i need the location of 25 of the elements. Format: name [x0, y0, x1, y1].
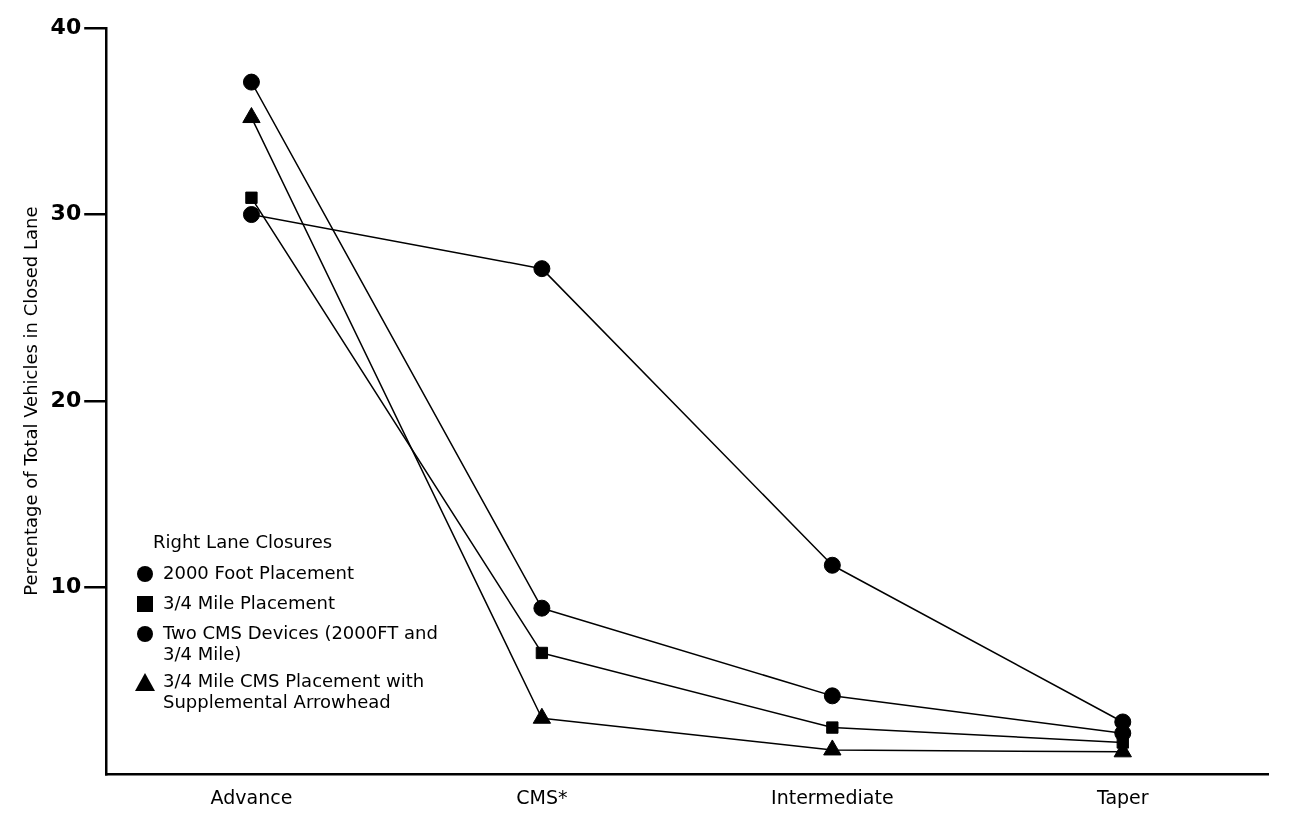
y-tick-label: 30 — [50, 200, 82, 226]
y-tick-label: 10 — [50, 573, 82, 599]
point — [245, 191, 258, 204]
point — [823, 556, 841, 574]
legend-title: Right Lane Closures — [153, 531, 334, 552]
point — [533, 260, 551, 278]
legend-label: 3/4 Mile Placement — [163, 592, 335, 613]
y-tick-label: 40 — [50, 13, 82, 39]
point — [533, 599, 551, 617]
point — [826, 721, 839, 734]
point — [535, 646, 549, 660]
point — [242, 107, 261, 124]
legend-label: 3/4 Mile CMS Placement with Supplemental Arrowhead — [163, 670, 426, 712]
x-tick-label: CMS* — [516, 785, 568, 808]
x-tick-label: Advance — [210, 785, 293, 808]
point — [242, 206, 260, 224]
legend-label: 2000 Foot Placement — [163, 562, 354, 583]
point — [1116, 736, 1129, 749]
point — [242, 73, 260, 91]
legend-label: Two CMS Devices (2000FT and 3/4 Mile) — [163, 622, 439, 664]
point — [823, 687, 841, 705]
x-tick-label: Taper — [1095, 785, 1149, 808]
y-tick-label: 20 — [50, 386, 82, 412]
y-axis-title: Percentage of Total Vehicles in Closed Lane — [20, 206, 42, 596]
x-tick-label: Intermediate — [771, 785, 894, 808]
